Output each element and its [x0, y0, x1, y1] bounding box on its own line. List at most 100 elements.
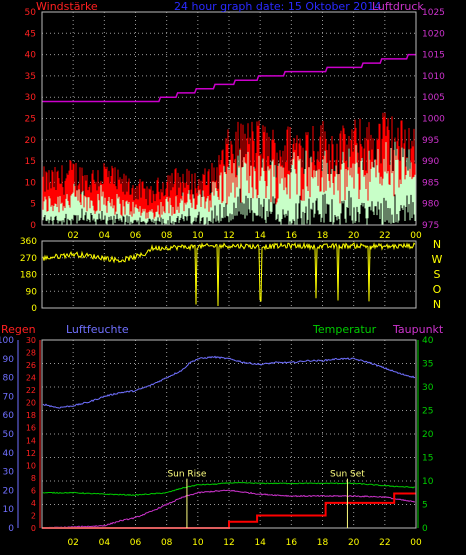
- temperatur-label: Temperatur: [312, 323, 377, 336]
- humidity-tick-50: 50: [3, 430, 15, 440]
- rain-tick-8: 8: [31, 474, 36, 483]
- wind-panel-x-labels: 02 04 06 08 10 12 14 16 18 20 22 00: [67, 231, 422, 241]
- pressure-tick-1000: 1000: [422, 115, 445, 125]
- x-tick-00: 00: [410, 538, 422, 548]
- wind-tick-25: 25: [25, 115, 36, 125]
- x-tick-10: 10: [192, 231, 204, 241]
- x-tick-14: 14: [254, 231, 266, 241]
- wind-tick-35: 35: [25, 72, 36, 82]
- graph-date-title: 24 hour graph date: 15 Oktober 2014: [174, 0, 381, 13]
- x-tick-00: 00: [410, 231, 422, 241]
- humidity-tick-30: 30: [3, 468, 15, 478]
- compass-0: N: [433, 238, 441, 251]
- humidity-tick-10: 10: [3, 505, 15, 515]
- sun-label-1: Sun Set: [330, 470, 365, 480]
- x-tick-12: 12: [223, 231, 234, 241]
- pressure-tick-975: 975: [422, 221, 439, 231]
- pressure-tick-990: 990: [422, 157, 439, 167]
- pressure-axis-labels: 975 980 985 990 995 1000 1005 1010 1015 1020 1025: [422, 8, 445, 231]
- pressure-tick-1020: 1020: [422, 29, 445, 39]
- rain-tick-14: 14: [26, 436, 36, 445]
- humidity-tick-90: 90: [3, 355, 15, 365]
- compass-3: O: [433, 283, 442, 296]
- humidity-tick-40: 40: [3, 449, 15, 459]
- humidity-tick-80: 80: [3, 374, 15, 384]
- x-tick-18: 18: [317, 538, 329, 548]
- rain-tick-24: 24: [26, 374, 36, 383]
- direction-tick-180: 180: [20, 271, 37, 281]
- rain-tick-22: 22: [26, 386, 36, 395]
- pressure-line: [42, 53, 416, 103]
- compass-2: S: [434, 268, 441, 281]
- direction-axis-labels: 0 90 180 270 360: [20, 237, 37, 314]
- temperature-tick-35: 35: [422, 360, 433, 370]
- rain-tick-0: 0: [31, 524, 36, 533]
- regen-label: Regen: [1, 323, 36, 336]
- x-tick-20: 20: [348, 231, 360, 241]
- wind-tick-40: 40: [25, 51, 37, 61]
- x-tick-02: 02: [67, 538, 78, 548]
- taupunkt-label: Taupunkt: [392, 323, 444, 336]
- pressure-tick-995: 995: [422, 136, 439, 146]
- wind-panel-series: [42, 53, 416, 225]
- direction-tick-360: 360: [20, 237, 37, 247]
- wind-tick-10: 10: [25, 178, 37, 188]
- x-tick-16: 16: [286, 538, 298, 548]
- humidity-tick-60: 60: [3, 411, 15, 421]
- temperature-axis-labels: 0 5 10 15 20 25 30 35 40: [422, 336, 434, 534]
- humidity-tick-0: 0: [8, 524, 14, 534]
- temperature-tick-0: 0: [422, 524, 428, 534]
- wind-tick-5: 5: [30, 200, 36, 210]
- rain-tick-18: 18: [26, 411, 36, 420]
- humidity-tick-70: 70: [3, 392, 15, 402]
- x-tick-20: 20: [348, 538, 360, 548]
- climate-panel-frame: [41, 339, 417, 529]
- compass-1: W: [432, 253, 443, 266]
- temperature-tick-30: 30: [422, 383, 434, 393]
- wind-tick-15: 15: [25, 157, 36, 167]
- temperature-tick-5: 5: [422, 501, 428, 511]
- wind-tick-0: 0: [30, 221, 36, 231]
- x-tick-14: 14: [254, 538, 266, 548]
- wind-axis-labels: 0 5 10 15 20 25 30 35 40 45 50: [25, 8, 37, 231]
- pressure-tick-1015: 1015: [422, 51, 445, 61]
- dewpoint-line: [42, 489, 416, 529]
- humidity-axis-labels: 0 10 20 30 40 50 60 70 80 90 100: [0, 336, 14, 534]
- wind-tick-30: 30: [25, 93, 37, 103]
- climate-panel: 0102030405060708090100 02468101214161820…: [0, 323, 444, 548]
- compass-4: N: [433, 298, 441, 311]
- wind-tick-45: 45: [25, 29, 36, 39]
- temperature-tick-20: 20: [422, 430, 434, 440]
- direction-panel-series: [42, 241, 416, 307]
- direction-panel-frame: [41, 240, 417, 309]
- humidity-tick-100: 100: [0, 336, 14, 346]
- rain-tick-28: 28: [26, 349, 36, 358]
- x-tick-10: 10: [192, 538, 204, 548]
- sun-annotations: Sun Rise Sun Set: [167, 470, 365, 528]
- wind-tick-50: 50: [25, 8, 37, 18]
- luftdruck-label: Luftdruck: [372, 0, 424, 13]
- x-tick-04: 04: [99, 231, 111, 241]
- rain-tick-16: 16: [26, 424, 36, 433]
- pressure-tick-980: 980: [422, 200, 439, 210]
- temperature-tick-25: 25: [422, 407, 433, 417]
- pressure-tick-1005: 1005: [422, 93, 445, 103]
- humidity-tick-20: 20: [3, 486, 15, 496]
- x-tick-08: 08: [161, 231, 173, 241]
- rain-tick-2: 2: [31, 511, 36, 520]
- x-tick-12: 12: [223, 538, 234, 548]
- humidity-line: [42, 355, 416, 409]
- x-tick-02: 02: [67, 231, 78, 241]
- rain-tick-12: 12: [26, 449, 36, 458]
- rain-tick-26: 26: [26, 361, 36, 370]
- wind-panel-frame: [41, 11, 417, 226]
- pressure-tick-1025: 1025: [422, 8, 445, 18]
- temperature-tick-15: 15: [422, 454, 433, 464]
- temperature-line: [42, 481, 416, 497]
- rain-tick-30: 30: [26, 336, 36, 345]
- rain-tick-4: 4: [31, 499, 36, 508]
